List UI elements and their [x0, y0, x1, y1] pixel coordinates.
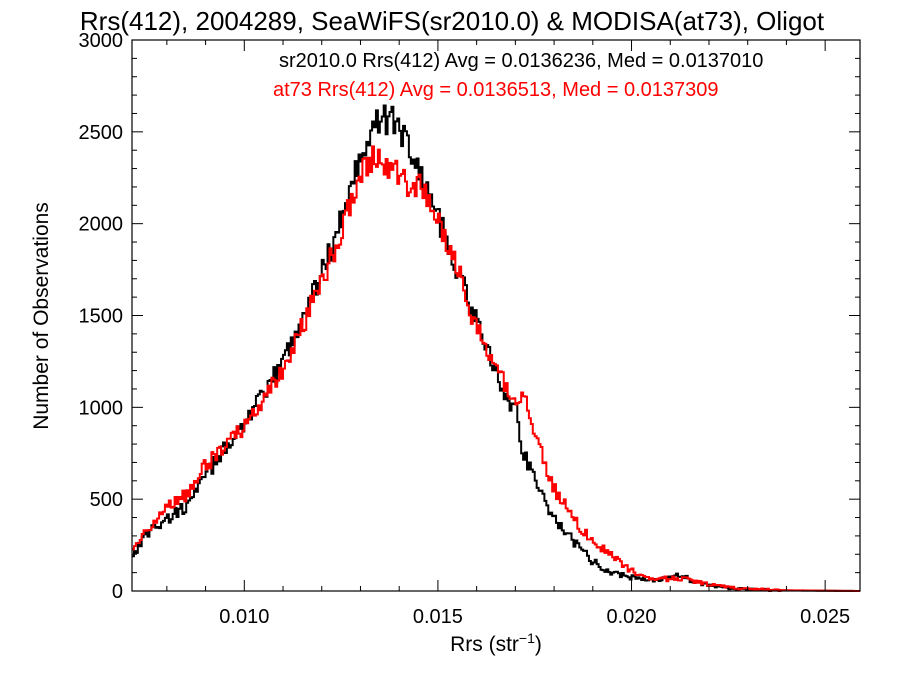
tick-layer: 0.010 0.015 0.020 0.025 0 500 1000 1500 2000 2500…	[79, 30, 860, 628]
x-axis-label: Rrs (str−1)	[450, 630, 542, 656]
x-tick-label: 0.020	[607, 606, 657, 628]
x-tick-label: 0.025	[800, 606, 850, 628]
x-tick-label: 0.010	[219, 606, 269, 628]
annotation-sr2010: sr2010.0 Rrs(412) Avg = 0.0136236, Med =…	[279, 50, 763, 72]
y-tick-label: 0	[112, 581, 123, 603]
x-tick-label: 0.015	[413, 606, 463, 628]
y-tick-label: 1000	[79, 397, 124, 419]
y-tick-label: 3000	[79, 30, 124, 52]
series-layer	[132, 104, 860, 592]
x-axis-label-base: Rrs (str	[450, 633, 519, 656]
y-tick-label: 2500	[79, 122, 124, 144]
x-axis-label-superscript: −1	[519, 630, 535, 646]
y-tick-label: 1500	[79, 306, 124, 328]
y-tick-label: 2000	[79, 214, 124, 236]
series-1-histogram	[132, 145, 860, 592]
chart-title: Rrs(412), 2004289, SeaWiFS(sr2010.0) & M…	[80, 6, 825, 36]
plot-frame	[131, 39, 861, 592]
annotation-at73: at73 Rrs(412) Avg = 0.0136513, Med = 0.0…	[273, 79, 719, 101]
y-axis-label: Number of Observations	[30, 202, 53, 430]
series-0-histogram	[132, 104, 860, 592]
x-axis-label-close: )	[535, 633, 542, 656]
y-tick-label: 500	[90, 489, 123, 511]
